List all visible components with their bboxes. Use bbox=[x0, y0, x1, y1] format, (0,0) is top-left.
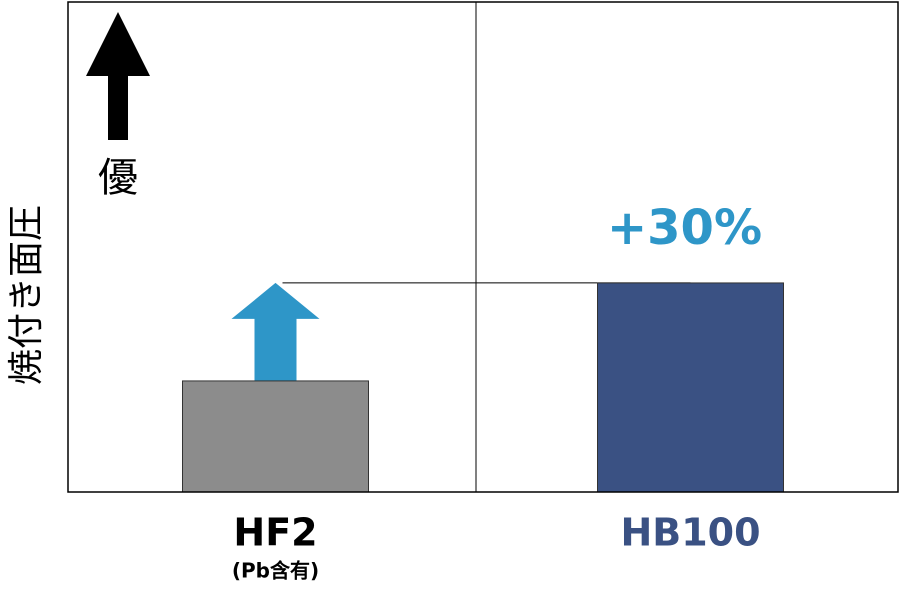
bar bbox=[597, 282, 784, 493]
bar bbox=[182, 380, 369, 493]
y-axis-label: 焼付き面圧 bbox=[6, 205, 47, 385]
direction-label: 優 bbox=[98, 155, 138, 201]
x-tick-label: HF2 bbox=[233, 511, 317, 555]
x-tick-sublabel: (Pb含有) bbox=[232, 559, 319, 583]
x-tick-label: HB100 bbox=[620, 511, 760, 555]
better-arrow bbox=[86, 12, 150, 140]
improvement-arrow bbox=[231, 282, 320, 381]
annotation: +30% bbox=[607, 200, 762, 256]
plot-frame bbox=[67, 1, 899, 493]
